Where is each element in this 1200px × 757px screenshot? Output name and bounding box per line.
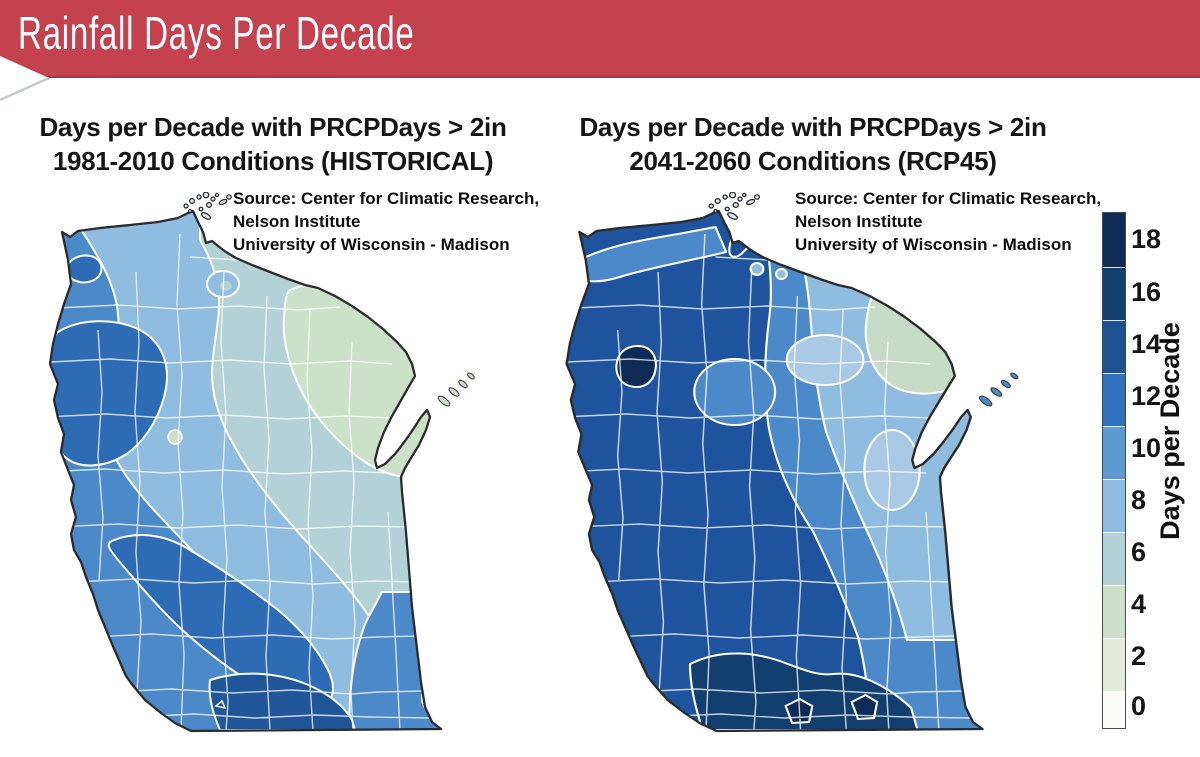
colorbar-segment <box>1103 213 1125 267</box>
source-line: Source: Center for Climatic Research, <box>795 189 1102 208</box>
source-line: Nelson Institute <box>233 212 361 231</box>
colorbar-tick-label: 10 <box>1131 433 1162 463</box>
banner-ribbon-notch-icon <box>0 56 50 102</box>
map-title-line2: 2041-2060 Conditions (RCP45) <box>629 146 997 176</box>
door-islands-icon <box>436 371 476 409</box>
colorbar-segment <box>1103 585 1125 638</box>
colorbar-tick-label: 12 <box>1131 381 1162 411</box>
colorbar-segment <box>1103 373 1125 426</box>
map-title-historical: Days per Decade with PRCPDays > 2in 1981… <box>8 110 538 178</box>
colorbar-tick-label: 4 <box>1131 589 1147 619</box>
map-title-line1: Days per Decade with PRCPDays > 2in <box>39 112 507 142</box>
colorbar-tick-label: 16 <box>1131 277 1162 307</box>
source-line: University of Wisconsin - Madison <box>795 235 1072 254</box>
colorbar-ticks: 18 16 14 12 10 8 6 4 2 0 <box>1131 212 1181 732</box>
legend-axis-title: Days per Decade <box>1155 322 1185 540</box>
colorbar-tick-label: 18 <box>1131 224 1162 254</box>
map-title-rcp45: Days per Decade with PRCPDays > 2in 2041… <box>558 110 1068 178</box>
colorbar-segment <box>1103 638 1125 691</box>
colorbar-tick-label: 2 <box>1131 641 1147 671</box>
colorbar-segment <box>1103 267 1125 320</box>
source-text-rcp45: Source: Center for Climatic Research, Ne… <box>795 187 1101 256</box>
colorbar <box>1102 212 1126 729</box>
source-line: University of Wisconsin - Madison <box>233 235 510 254</box>
header-banner: Rainfall Days Per Decade <box>0 0 1200 78</box>
colorbar-segment <box>1103 426 1125 479</box>
source-text-historical: Source: Center for Climatic Research, Ne… <box>233 187 539 256</box>
map-title-line1: Days per Decade with PRCPDays > 2in <box>579 112 1047 142</box>
map-title-line2: 1981-2010 Conditions (HISTORICAL) <box>52 146 494 176</box>
banner-title: Rainfall Days Per Decade <box>18 7 415 59</box>
wisconsin-map-historical <box>48 192 476 733</box>
wisconsin-map-rcp45 <box>565 192 1020 733</box>
colorbar-segment <box>1103 479 1125 532</box>
colorbar-tick-label: 0 <box>1131 691 1147 721</box>
colorbar-segment <box>1103 691 1125 728</box>
source-line: Source: Center for Climatic Research, <box>233 189 540 208</box>
source-line: Nelson Institute <box>795 212 923 231</box>
colorbar-segment <box>1103 532 1125 585</box>
colorbar-tick-label: 6 <box>1131 537 1147 567</box>
colorbar-tick-label: 8 <box>1131 485 1147 515</box>
colorbar-tick-label: 14 <box>1131 329 1162 359</box>
door-islands-icon <box>977 371 1020 409</box>
colorbar-segment <box>1103 320 1125 373</box>
